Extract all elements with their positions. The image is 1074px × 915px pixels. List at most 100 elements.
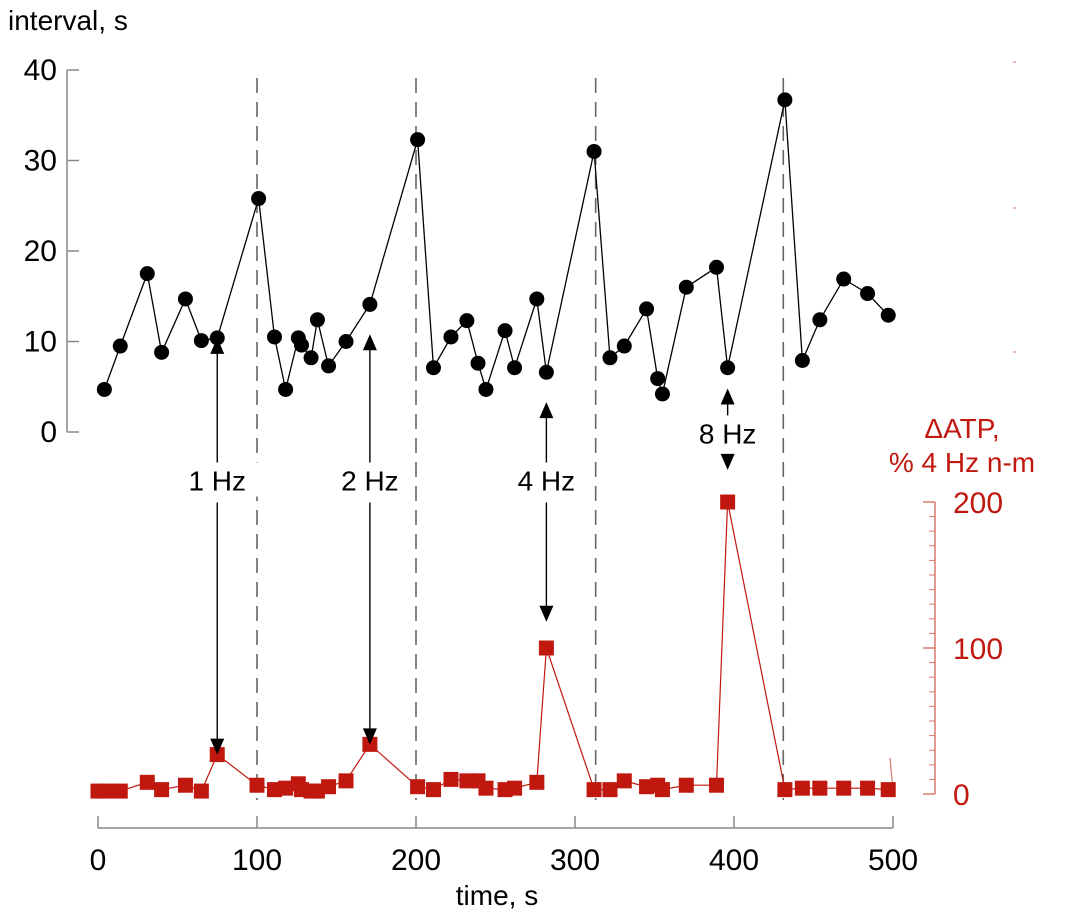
data-point-atp — [410, 779, 426, 795]
series-atp — [90, 494, 896, 799]
data-point-interval — [193, 333, 209, 349]
data-point-interval — [880, 307, 896, 323]
data-point-interval — [362, 296, 378, 312]
annotation-label: 2 Hz — [341, 465, 399, 496]
y-right-axis-label-line2: % 4 Hz n-m — [889, 447, 1035, 478]
data-point-interval — [425, 360, 441, 376]
data-point-atp — [880, 782, 896, 798]
data-point-atp — [794, 780, 810, 796]
data-point-interval — [777, 92, 793, 108]
y-right-axis-label-line1: ΔATP, — [924, 413, 999, 444]
data-point-interval — [338, 334, 354, 349]
y-left-tick-label: 10 — [24, 326, 57, 359]
data-point-atp — [777, 782, 793, 798]
data-point-interval — [478, 381, 494, 397]
x-ticks: 0 100 200 300 400 500 — [90, 816, 918, 877]
y-left-tick-label: 20 — [24, 235, 57, 268]
data-point-atp — [616, 773, 632, 789]
annotation-arrowhead-up — [539, 402, 554, 419]
data-point-interval — [139, 266, 155, 282]
annotation-arrowhead-up — [362, 334, 377, 351]
data-point-interval — [860, 286, 876, 302]
data-point-interval — [720, 360, 736, 376]
data-point-interval — [497, 323, 513, 339]
x-tick-label: 100 — [232, 844, 282, 877]
data-point-atp — [100, 783, 116, 799]
annotation-arrowhead-down — [362, 728, 377, 745]
data-point-atp — [678, 777, 694, 793]
annotation-label-bg — [685, 415, 770, 450]
annotation-label: 1 Hz — [188, 465, 246, 496]
data-point-atp — [139, 774, 155, 790]
data-point-atp — [112, 783, 128, 799]
data-point-interval — [154, 344, 170, 360]
y-left-tick-label: 40 — [24, 54, 57, 87]
annotation-arrowhead-down — [720, 453, 735, 470]
data-point-interval — [470, 355, 486, 371]
data-point-interval — [251, 191, 267, 207]
data-point-atp — [177, 777, 193, 793]
data-point-atp — [154, 782, 170, 798]
x-tick-label: 0 — [90, 844, 107, 877]
annotation-arrowhead-down — [539, 605, 554, 622]
data-point-atp — [538, 640, 554, 656]
data-point-interval — [321, 358, 337, 374]
y-right-axis: 0 100 200 ΔATP, % 4 Hz n-m — [889, 61, 1035, 812]
data-point-atp — [860, 780, 876, 796]
data-point-atp — [709, 777, 725, 793]
data-point-atp — [338, 773, 354, 789]
data-point-atp — [836, 780, 852, 796]
data-point-interval — [529, 291, 545, 307]
annotation-label-bg — [327, 462, 412, 497]
y-right-tick-label: 100 — [953, 633, 1003, 666]
data-point-interval — [538, 364, 554, 380]
series-interval — [96, 92, 896, 402]
x-tick-label: 400 — [709, 844, 759, 877]
annotation-label-bg — [504, 462, 589, 497]
data-point-interval — [678, 279, 694, 295]
data-point-atp — [507, 780, 523, 796]
y-left-axis: 0 10 20 30 40 interval, s — [8, 5, 128, 449]
data-point-atp — [529, 774, 545, 790]
annotations: 1 Hz 2 Hz 4 Hz 8 Hz — [175, 334, 770, 755]
x-tick-label: 200 — [391, 844, 441, 877]
data-point-atp — [812, 780, 828, 796]
data-point-atp — [586, 782, 602, 798]
data-point-atp — [478, 780, 494, 796]
x-tick-label: 500 — [868, 844, 918, 877]
data-point-interval — [794, 353, 810, 369]
data-point-interval — [709, 259, 725, 275]
data-point-interval — [836, 271, 852, 287]
data-point-atp — [249, 777, 265, 793]
data-point-interval — [309, 312, 325, 328]
data-point-interval — [616, 338, 632, 354]
data-point-interval — [650, 371, 666, 387]
y-left-axis-label: interval, s — [8, 5, 128, 36]
data-point-interval — [443, 329, 459, 345]
annotation-label: 8 Hz — [699, 418, 757, 449]
data-point-atp — [654, 782, 670, 798]
annotation-label-bg — [175, 462, 260, 497]
y-right-ticks: 0 100 200 — [889, 61, 1016, 812]
data-point-atp — [278, 780, 294, 796]
data-point-interval — [96, 381, 112, 397]
data-point-interval — [266, 329, 282, 345]
data-point-interval — [303, 350, 319, 366]
x-axis-label: time, s — [456, 880, 538, 911]
data-point-interval — [112, 338, 128, 354]
data-point-interval — [177, 291, 193, 307]
y-left-tick-label: 30 — [24, 145, 57, 178]
data-point-interval — [586, 143, 602, 159]
data-point-atp — [443, 771, 459, 787]
data-point-interval — [812, 312, 828, 328]
annotation-arrowhead-up — [210, 337, 225, 354]
data-point-atp — [321, 779, 337, 795]
annotation-label: 4 Hz — [518, 465, 576, 496]
y-left-tick-label: 0 — [40, 416, 57, 449]
data-point-atp — [193, 783, 209, 799]
data-point-interval — [278, 381, 294, 397]
y-right-tick-label: 200 — [953, 487, 1003, 520]
data-point-interval — [294, 337, 310, 353]
data-point-interval — [602, 350, 618, 366]
